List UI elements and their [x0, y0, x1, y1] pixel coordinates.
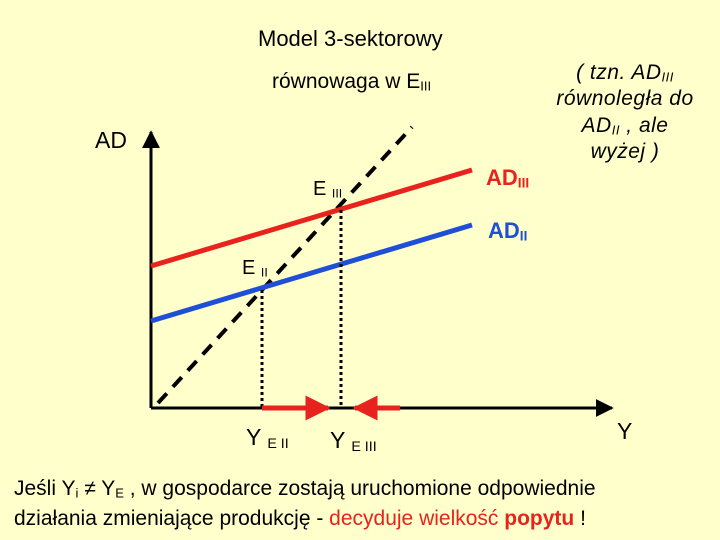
ye3-tick-label: Y E III	[330, 427, 377, 455]
caption-line-2: działania zmieniające produkcję - decydu…	[14, 507, 586, 531]
page-subtitle: równowaga w EIII	[272, 70, 432, 94]
caption-line-1: Jeśli Yi ≠ YE , w gospodarce zostają uru…	[14, 477, 596, 501]
equilibrium-e3-label: E III	[313, 178, 343, 201]
y-axis-label: AD	[95, 127, 127, 153]
ye2-tick-label: Y E II	[246, 424, 289, 452]
45-degree-line	[156, 125, 414, 405]
x-axis-label: Y	[617, 418, 633, 444]
ad2-label: ADII	[488, 218, 528, 244]
caption: Jeśli Yi ≠ YE , w gospodarce zostają uru…	[14, 474, 596, 535]
equilibrium-e2-label: E II	[242, 257, 268, 280]
ad2-curve	[150, 222, 473, 324]
note-text: ( tzn. ADIII równoległa do ADII , ale wy…	[556, 61, 694, 163]
ad3-label: ADIII	[486, 165, 530, 191]
page-title: Model 3-sektorowy	[258, 26, 443, 51]
ad3-curve	[150, 167, 473, 269]
